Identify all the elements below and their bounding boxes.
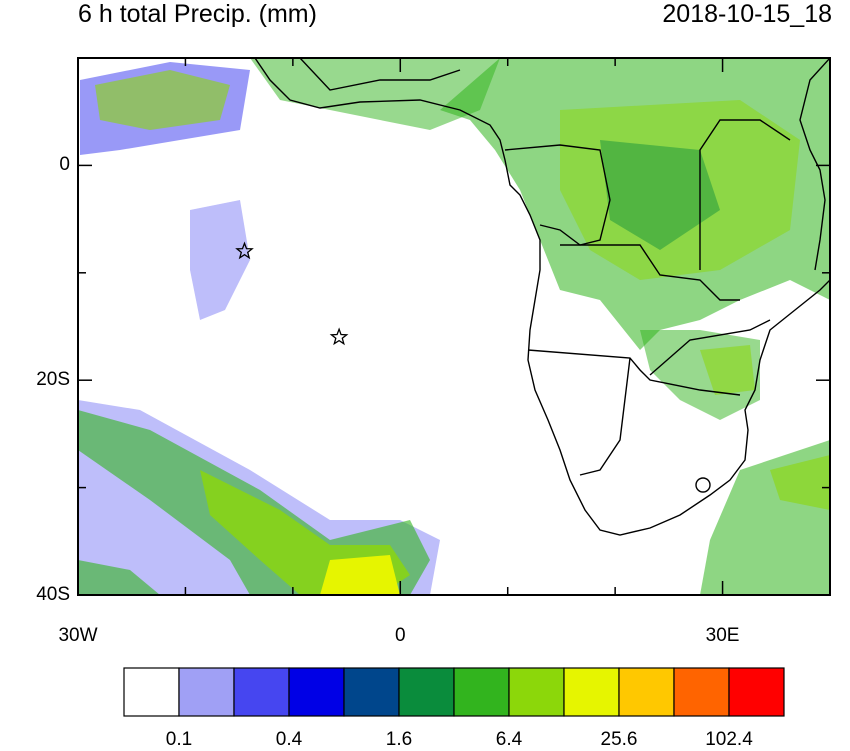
colorbar-swatch [618,667,675,717]
colorbar [123,667,785,717]
map-title: 6 h total Precip. (mm) [78,0,317,28]
colorbar-swatch [508,667,565,717]
colorbar-label: 0.4 [275,729,303,750]
x-tick-label: 30E [705,625,740,646]
colorbar-swatch [233,667,290,717]
colorbar-swatch [123,667,180,717]
colorbar-label: 0.1 [165,729,193,750]
coastlines [254,58,830,536]
colorbar-label: 6.4 [495,729,523,750]
colorbar-swatch [178,667,235,717]
marker-layer [235,241,349,346]
colorbar-swatch [563,667,620,717]
colorbar-swatch [288,667,345,717]
map-frame [77,57,831,596]
x-tick-label: 0 [394,625,406,646]
colorbar-swatch [398,667,455,717]
star-marker [329,327,349,346]
precip-field [78,58,830,595]
y-tick-label: 40S [36,584,70,605]
colorbar-label: 1.6 [385,729,413,750]
colorbar-label: 25.6 [600,729,638,750]
colorbar-label: 102.4 [705,729,753,750]
colorbar-swatch [673,667,730,717]
colorbar-swatch [343,667,400,717]
y-tick-label: 20S [36,369,70,391]
x-tick-label: 30W [58,625,98,646]
valid-time: 2018-10-15_18 [662,0,832,28]
colorbar-swatch [728,667,785,717]
star-marker [235,241,254,260]
colorbar-swatch [453,667,510,717]
axis-ticks [77,57,831,596]
y-tick-label: 0 [59,154,70,176]
